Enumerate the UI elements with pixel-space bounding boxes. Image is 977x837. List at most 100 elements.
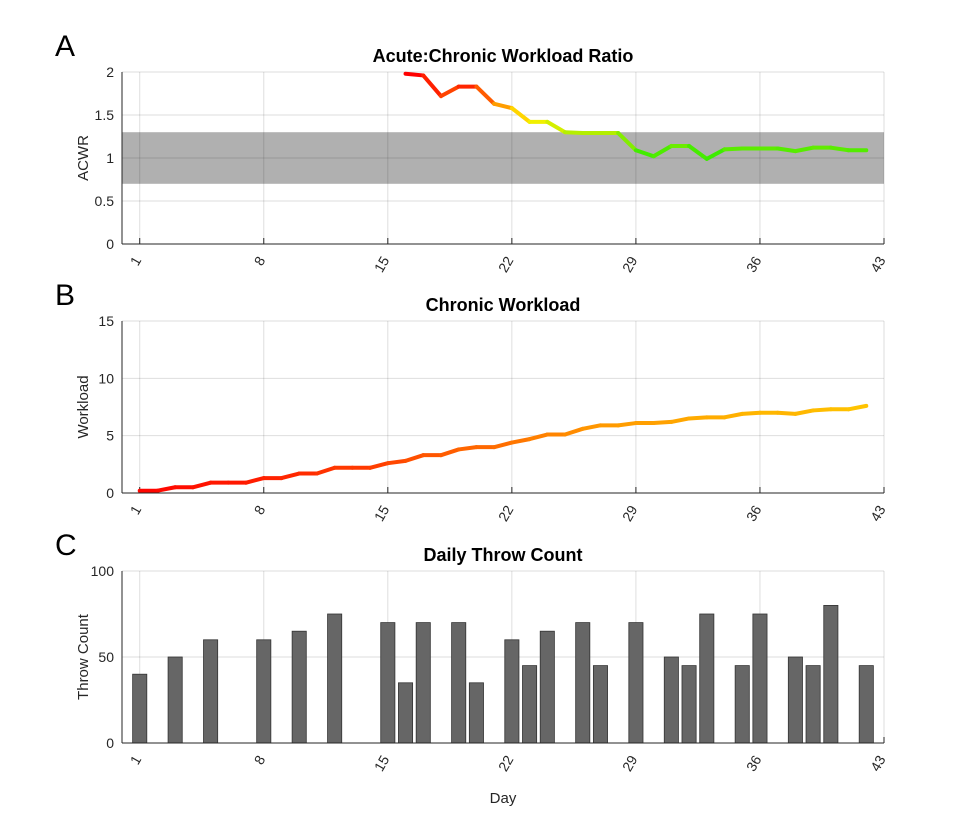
- bar-day-39: [805, 665, 821, 744]
- bar-day-23: [522, 665, 538, 744]
- chart-title: Chronic Workload: [426, 295, 581, 315]
- line-segment: [492, 101, 514, 111]
- bar-day-36: [752, 613, 768, 744]
- x-tick-label: 43: [867, 502, 889, 524]
- chart-title: Acute:Chronic Workload Ratio: [373, 46, 634, 66]
- line-segment: [775, 146, 798, 154]
- bar-day-31: [663, 656, 679, 744]
- line-segment: [722, 411, 745, 420]
- y-tick-label: 50: [98, 649, 114, 665]
- line-segment: [616, 421, 638, 428]
- line-segment: [651, 143, 674, 159]
- x-tick-label: 36: [743, 253, 765, 275]
- y-tick-label: 1.5: [95, 107, 115, 123]
- x-tick-label: 29: [619, 502, 641, 524]
- panel-C: C Daily Throw Count 0 50 100 1 8 15 22 29 36 43 Thro…: [55, 529, 889, 807]
- bar-day-24: [539, 630, 555, 744]
- bar-day-3: [167, 656, 183, 744]
- y-tick-label: 0: [106, 485, 114, 501]
- line-segment: [492, 440, 514, 450]
- panel-letter: C: [55, 529, 77, 562]
- x-tick-label: 15: [371, 253, 393, 275]
- x-tick-label: 43: [867, 253, 889, 275]
- line-segment: [722, 146, 745, 152]
- line-segment: [314, 465, 337, 476]
- x-tick-label: 22: [495, 253, 517, 275]
- line-segment: [279, 471, 302, 481]
- line-segment: [190, 480, 213, 490]
- line-segment: [456, 445, 479, 452]
- x-tick-label: 36: [743, 502, 765, 524]
- x-tick-label: 8: [251, 253, 269, 268]
- line-segment: [438, 447, 461, 458]
- line-segment: [828, 145, 851, 153]
- bar-day-27: [592, 665, 608, 744]
- bar-day-20: [468, 682, 484, 744]
- chart-title: Daily Throw Count: [424, 545, 583, 565]
- bar-day-40: [823, 605, 839, 744]
- x-tick-label: 15: [371, 752, 393, 774]
- line-segment: [474, 84, 497, 106]
- target-band: [122, 132, 884, 184]
- panel-letter: A: [55, 30, 75, 63]
- line-segment: [740, 410, 762, 416]
- x-tick-label: 22: [495, 502, 517, 524]
- bar-day-1: [132, 673, 148, 744]
- y-axis-label: Workload: [75, 375, 92, 438]
- panel-letter: B: [55, 279, 75, 312]
- line-segment: [438, 84, 461, 99]
- line-segment: [527, 432, 550, 442]
- line-segment: [563, 130, 585, 136]
- bar-day-8: [256, 639, 272, 744]
- bar-day-16: [398, 682, 414, 744]
- line-segment: [580, 423, 603, 431]
- x-tick-label: 36: [743, 752, 765, 774]
- y-tick-label: 10: [98, 370, 114, 386]
- bar-day-38: [787, 656, 803, 744]
- x-tick-label: 8: [251, 752, 269, 767]
- line-segment: [811, 407, 833, 413]
- line-segment: [846, 403, 869, 412]
- bar-day-29: [628, 622, 644, 744]
- x-tick-label: 43: [867, 752, 889, 774]
- line-segment: [704, 147, 727, 161]
- panel-B: B Chronic Workload 0 5 10 15 1 8 15 22 29 36 43 Workl…: [55, 279, 889, 524]
- y-tick-label: 100: [91, 563, 115, 579]
- bar-day-10: [291, 630, 307, 744]
- y-tick-label: 0.5: [95, 193, 115, 209]
- line-segment: [616, 131, 638, 153]
- line-segment: [793, 408, 816, 416]
- plot-area: [122, 321, 884, 493]
- panel-A: A Acute:Chronic Workload Ratio 0 0.5 1 1.5 2 1 8…: [55, 30, 889, 275]
- line-segment: [687, 143, 709, 161]
- line-segment: [403, 453, 426, 463]
- line-segment: [545, 119, 568, 135]
- bar-day-26: [575, 622, 591, 744]
- line-segment: [775, 410, 798, 416]
- bar-day-42: [858, 665, 874, 744]
- line-segment: [633, 148, 656, 159]
- line-segment: [563, 426, 585, 437]
- bar-day-33: [699, 613, 715, 744]
- line-segment: [421, 73, 443, 99]
- x-tick-label: 29: [619, 752, 641, 774]
- bar-day-12: [327, 613, 343, 744]
- bar-day-5: [203, 639, 219, 744]
- line-segment: [793, 145, 816, 154]
- line-segment: [509, 106, 532, 124]
- x-tick-label: 29: [619, 253, 641, 275]
- bar-day-35: [734, 665, 750, 744]
- line-segment: [244, 476, 266, 485]
- y-tick-label: 2: [106, 64, 114, 80]
- bar-day-15: [380, 622, 396, 744]
- line-segment: [669, 416, 692, 424]
- x-tick-label: 1: [127, 502, 145, 517]
- y-axis-label: ACWR: [75, 135, 92, 181]
- line-segment: [403, 71, 426, 78]
- bar-day-19: [451, 622, 467, 744]
- x-tick-label: 8: [251, 502, 269, 517]
- line-segment: [368, 461, 390, 470]
- x-tick-label: 15: [371, 502, 393, 524]
- y-tick-label: 15: [98, 313, 114, 329]
